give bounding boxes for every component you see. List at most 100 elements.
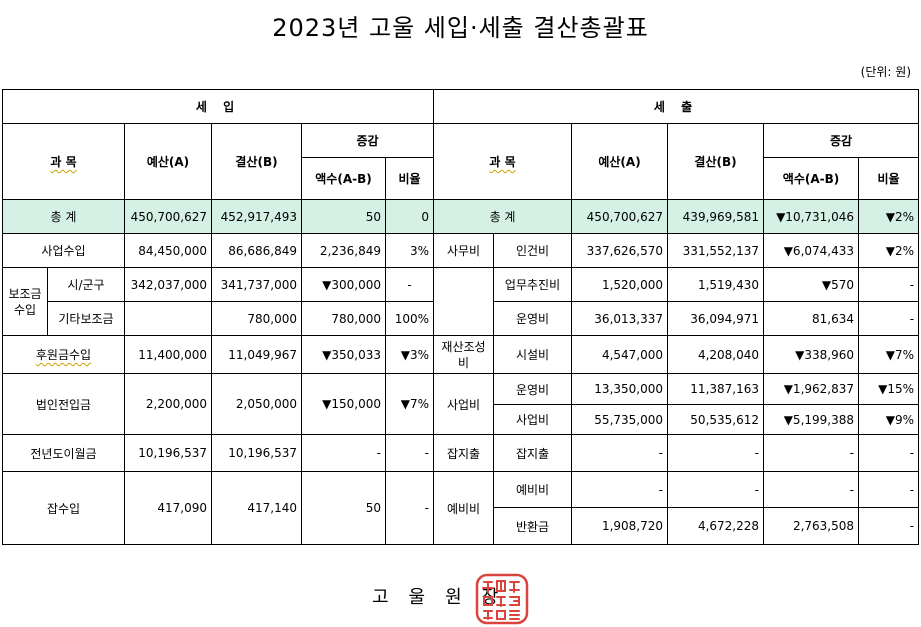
exp-misc-settle: - <box>667 434 765 472</box>
rev-city-amount: ▼300,000 <box>301 267 386 302</box>
exp-reserve-settle: - <box>667 471 765 508</box>
exp-total-amount: ▼10,731,046 <box>763 199 860 234</box>
rev-carryover-settle: 10,196,537 <box>211 434 302 472</box>
exp-facility-label: 시설비 <box>493 335 573 374</box>
rev-total-settle: 452,917,493 <box>211 199 302 234</box>
rev-carryover-amount: - <box>301 434 386 472</box>
rev-settle-header: 결산(B) <box>211 123 302 200</box>
rev-amount-header: 액수(A-B) <box>301 157 386 200</box>
exp-promo-amount: ▼570 <box>763 267 860 302</box>
rev-carryover-budget: 10,196,537 <box>124 434 212 472</box>
exp-settle-header: 결산(B) <box>667 123 765 200</box>
page-title: 2023년 고울 세입·세출 결산총괄표 <box>272 14 649 42</box>
exp-misc-budget: - <box>571 434 669 472</box>
exp-refund-label: 반환금 <box>493 507 573 545</box>
exp-property-group: 재산조성비 <box>433 335 495 374</box>
signature-text: 고울원장 <box>372 587 519 608</box>
column-header-row: 과 목 예산(A) 결산(B) 증감 과 목 예산(A) 결산(B) 증감 <box>2 123 920 200</box>
exp-misc-group: 잡지출 <box>433 434 495 472</box>
exp-change-header: 증감 <box>763 123 920 158</box>
exp-proj-op-amount: ▼1,962,837 <box>763 373 860 405</box>
table-row: 기타보조금 780,000 780,000 100% 운영비 36,013,33… <box>3 301 920 336</box>
rev-business-budget: 84,450,000 <box>124 233 212 268</box>
rev-other-subsidy-ratio: 100% <box>384 301 435 336</box>
rev-subject-header: 과 목 <box>2 123 125 200</box>
rev-misc-ratio: - <box>384 471 435 545</box>
rev-business-amount: 2,236,849 <box>301 233 386 268</box>
table-row: 보조금수입 시/군구 342,037,000 341,737,000 ▼300,… <box>2 267 920 336</box>
exp-ratio-header: 비율 <box>858 157 920 200</box>
exp-operation-label: 운영비 <box>493 301 573 336</box>
exp-facility-budget: 4,547,000 <box>571 335 669 374</box>
rev-city-label: 시/군구 <box>47 267 125 302</box>
table-row: 전년도이월금 10,196,537 10,196,537 - - 잡지출 잡지출… <box>2 434 920 472</box>
exp-amount-header: 액수(A-B) <box>763 157 860 200</box>
exp-proj-op-budget: 13,350,000 <box>571 373 669 405</box>
table-row: 법인전입금 2,200,000 2,050,000 ▼150,000 ▼7% 사… <box>2 373 920 435</box>
rev-misc-settle: 417,140 <box>211 471 302 545</box>
rev-corporate-settle: 2,050,000 <box>211 373 302 435</box>
rev-donation-label: 후원금수입 <box>2 335 125 374</box>
rev-other-subsidy-budget <box>124 301 212 336</box>
exp-personnel-settle: 331,552,137 <box>667 233 765 268</box>
rev-subsidy-group: 보조금수입 <box>2 267 48 336</box>
rev-other-subsidy-amount: 780,000 <box>301 301 386 336</box>
rev-business-ratio: 3% <box>384 233 435 268</box>
exp-personnel-label: 인건비 <box>493 233 573 268</box>
table-row: 사업비 55,735,000 50,535,612 ▼5,199,388 ▼9% <box>3 404 920 435</box>
exp-misc-amount: - <box>763 434 860 472</box>
rev-total-amount: 50 <box>301 199 386 234</box>
rev-city-budget: 342,037,000 <box>124 267 212 302</box>
section-header-row: 세 입 세 출 <box>1 89 920 124</box>
exp-promo-settle: 1,519,430 <box>667 267 765 302</box>
exp-operation-ratio: - <box>858 301 920 336</box>
exp-misc-label: 잡지출 <box>493 434 573 472</box>
rev-corporate-budget: 2,200,000 <box>124 373 212 435</box>
exp-total-settle: 439,969,581 <box>667 199 765 234</box>
rev-other-subsidy-settle: 780,000 <box>211 301 302 336</box>
rev-ratio-header: 비율 <box>384 157 435 200</box>
exp-personnel-budget: 337,626,570 <box>571 233 669 268</box>
rev-corporate-amount: ▼150,000 <box>301 373 386 435</box>
rev-budget-header: 예산(A) <box>124 123 212 200</box>
rev-misc-label: 잡수입 <box>2 471 125 545</box>
exp-project-group: 사업비 <box>433 373 495 435</box>
rev-carryover-label: 전년도이월금 <box>2 434 125 472</box>
rev-donation-ratio: ▼3% <box>384 335 435 374</box>
exp-facility-settle: 4,208,040 <box>667 335 765 374</box>
rev-donation-budget: 11,400,000 <box>124 335 212 374</box>
exp-facility-ratio: ▼7% <box>858 335 920 374</box>
exp-operation-settle: 36,094,971 <box>667 301 765 336</box>
exp-proj-cost-label: 사업비 <box>493 404 573 435</box>
exp-total-label: 총 계 <box>433 199 573 234</box>
unit-note: (단위: 원) <box>860 65 911 79</box>
exp-proj-cost-settle: 50,535,612 <box>667 404 765 435</box>
rev-corporate-ratio: ▼7% <box>384 373 435 435</box>
exp-facility-amount: ▼338,960 <box>763 335 860 374</box>
exp-refund-settle: 4,672,228 <box>667 507 765 545</box>
table-row: 반환금 1,908,720 4,672,228 2,763,508 - <box>3 507 920 545</box>
exp-proj-op-settle: 11,387,163 <box>667 373 765 405</box>
exp-total-ratio: ▼2% <box>858 199 920 234</box>
rev-change-header: 증감 <box>300 123 435 158</box>
rev-misc-amount: 50 <box>301 471 386 545</box>
column-subheader-row: 액수(A-B) 비율 액수(A-B) 비율 <box>3 157 920 200</box>
exp-promo-budget: 1,520,000 <box>571 267 669 302</box>
exp-promo-ratio: - <box>858 267 920 302</box>
exp-refund-amount: 2,763,508 <box>763 507 860 545</box>
exp-reserve-ratio: - <box>858 471 920 508</box>
exp-reserve-group: 예비비 <box>433 471 495 545</box>
exp-office-group: 사무비 <box>433 233 495 268</box>
table-row: 후원금수입 11,400,000 11,049,967 ▼350,033 ▼3%… <box>2 335 920 374</box>
rev-carryover-ratio: - <box>384 434 435 472</box>
rev-city-settle: 341,737,000 <box>211 267 302 302</box>
exp-proj-cost-amount: ▼5,199,388 <box>763 404 860 435</box>
exp-operation-amount: 81,634 <box>763 301 860 336</box>
official-seal <box>475 573 529 625</box>
exp-office-group-cont <box>433 267 495 336</box>
exp-reserve-label: 예비비 <box>493 471 573 508</box>
rev-total-label: 총 계 <box>2 199 125 234</box>
exp-proj-cost-budget: 55,735,000 <box>571 404 669 435</box>
exp-proj-cost-ratio: ▼9% <box>858 404 920 435</box>
exp-refund-ratio: - <box>858 507 920 545</box>
